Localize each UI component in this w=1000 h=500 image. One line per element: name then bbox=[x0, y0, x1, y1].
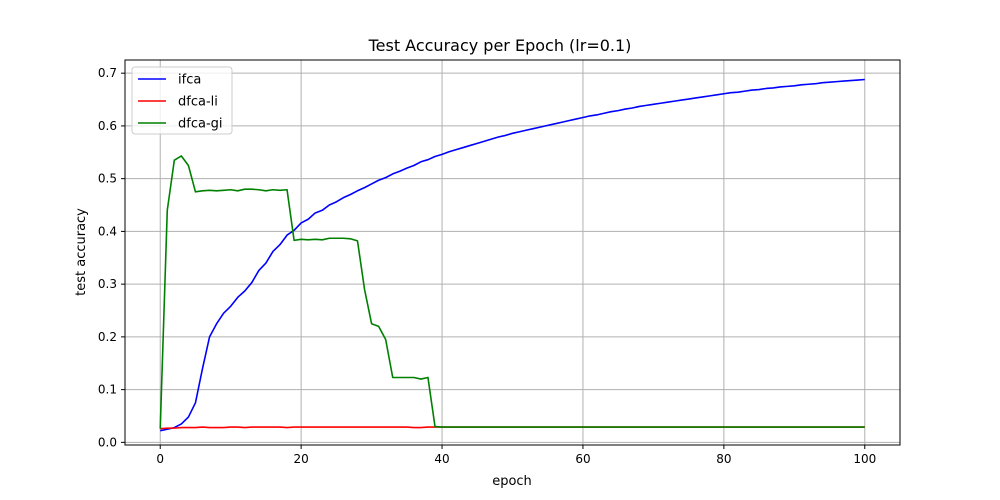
legend: ifca dfca-li dfca-gi bbox=[131, 66, 233, 135]
x-tick-label: 100 bbox=[853, 452, 876, 466]
x-axis-label: epoch bbox=[492, 474, 532, 489]
legend-box bbox=[131, 66, 233, 135]
x-tick-label: 40 bbox=[434, 452, 449, 466]
grid bbox=[125, 60, 900, 445]
plot-frame bbox=[124, 59, 901, 446]
legend-label-dfca-gi: dfca-gi bbox=[178, 117, 223, 132]
y-tick-label: 0.7 bbox=[98, 66, 117, 80]
y-axis-label: test accuracy bbox=[74, 208, 89, 296]
x-tick-label: 60 bbox=[575, 452, 590, 466]
series-line-dfca-gi bbox=[159, 155, 865, 429]
legend-label-dfca-li: dfca-li bbox=[178, 95, 218, 110]
axis-ticks: 0 20 40 60 80 100 0.0 0.1 0.2 0.3 0.4 0.5 0.6 0.7 bbox=[98, 66, 876, 466]
y-tick-label: 0.3 bbox=[98, 277, 117, 291]
y-tick-label: 0.0 bbox=[98, 435, 117, 449]
legend-label-ifca: ifca bbox=[178, 73, 201, 88]
y-tick-label: 0.5 bbox=[98, 172, 117, 186]
x-tick-label: 80 bbox=[716, 452, 731, 466]
x-tick-label: 20 bbox=[293, 452, 308, 466]
y-tick-label: 0.4 bbox=[98, 224, 117, 238]
x-tick-label: 0 bbox=[156, 452, 164, 466]
y-tick-label: 0.6 bbox=[98, 119, 117, 133]
series-line-ifca bbox=[160, 78, 865, 432]
chart-title: Test Accuracy per Epoch (lr=0.1) bbox=[368, 36, 632, 55]
y-tick-label: 0.1 bbox=[98, 383, 117, 397]
y-tick-label: 0.2 bbox=[98, 330, 117, 344]
series-lines bbox=[159, 78, 865, 432]
